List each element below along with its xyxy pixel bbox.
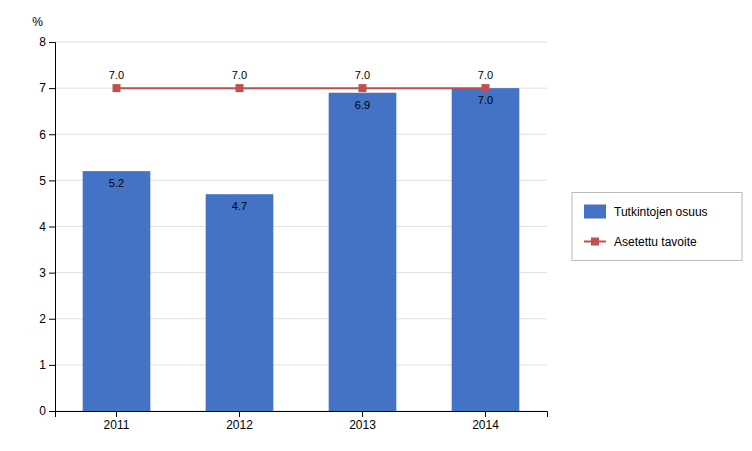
y-tick-label: 4 <box>39 220 46 234</box>
y-tick: 8 <box>39 35 55 49</box>
plot: 5.24.76.97.07.07.07.07.02011201220132014… <box>32 15 547 432</box>
x-tick: 2011 <box>104 411 130 432</box>
x-tick-label: 2013 <box>349 418 376 432</box>
x-axis: 2011 2012 2013 2014 <box>56 411 548 432</box>
bar <box>206 194 274 411</box>
grid-line <box>55 42 547 43</box>
y-tick-mark <box>49 88 55 89</box>
x-tick-label: 2012 <box>226 418 253 432</box>
x-tick: 2012 <box>226 411 253 432</box>
x-axis-line <box>56 412 548 418</box>
y-tick-label: 7 <box>39 81 46 95</box>
y-tick-mark <box>49 319 55 320</box>
y-axis: 0 1 2 3 4 5 6 7 8 <box>39 35 55 418</box>
y-tick-mark <box>49 273 55 274</box>
chart-svg: 5.24.76.97.07.07.07.07.02011201220132014… <box>0 0 752 451</box>
y-tick-label: 3 <box>39 266 46 280</box>
y-tick-label: 1 <box>39 358 46 372</box>
x-tick-mark <box>116 411 117 417</box>
y-tick-mark <box>49 180 55 181</box>
y-tick: 2 <box>39 312 55 326</box>
bar-label: 7.0 <box>478 94 493 106</box>
y-tick-label: 0 <box>39 404 46 418</box>
bar <box>83 171 151 411</box>
legend-frame <box>572 193 742 261</box>
x-tick: 2014 <box>472 411 499 432</box>
y-tick-label: 5 <box>39 174 46 188</box>
y-tick: 4 <box>39 220 55 234</box>
bar-label: 6.9 <box>355 99 370 111</box>
y-tick-label: 2 <box>39 312 46 326</box>
legend-label: Asetettu tavoite <box>614 235 697 249</box>
marker <box>113 84 121 92</box>
x-tick-label: 2014 <box>472 418 499 432</box>
legend-item: Asetettu tavoite <box>584 235 697 249</box>
y-tick-mark <box>49 227 55 228</box>
data-labels: 5.2 4.7 6.9 7.0 7.0 7.0 7.0 7.0 <box>109 69 493 212</box>
bar-label: 5.2 <box>109 177 124 189</box>
y-tick-mark <box>49 365 55 366</box>
legend: Tutkintojen osuus Asetettu tavoite <box>572 193 742 261</box>
x-tick-label: 2011 <box>104 418 130 432</box>
y-tick: 7 <box>39 81 55 95</box>
x-tick-mark <box>485 411 486 417</box>
y-tick-label: 6 <box>39 128 46 142</box>
y-tick: 1 <box>39 358 55 372</box>
legend-label: Tutkintojen osuus <box>614 205 708 219</box>
line-label: 7.0 <box>232 69 247 81</box>
y-tick: 5 <box>39 174 55 188</box>
bar-label: 4.7 <box>232 200 247 212</box>
y-axis-label: % <box>32 15 43 29</box>
y-tick-mark <box>49 411 55 412</box>
x-tick: 2013 <box>349 411 376 432</box>
grid-line <box>55 88 547 89</box>
marks <box>83 84 520 411</box>
line-label: 7.0 <box>478 69 493 81</box>
bar <box>329 93 397 411</box>
bar <box>452 88 520 411</box>
bar-series <box>83 88 520 411</box>
marker <box>236 84 244 92</box>
chart-container: 5.24.76.97.07.07.07.07.02011201220132014… <box>0 0 752 451</box>
x-tick-mark <box>362 411 363 417</box>
y-tick: 0 <box>39 404 55 418</box>
y-tick-mark <box>49 134 55 135</box>
line-label: 7.0 <box>355 69 370 81</box>
marker <box>359 84 367 92</box>
line-label: 7.0 <box>109 69 124 81</box>
x-tick-mark <box>239 411 240 417</box>
marker <box>482 84 490 92</box>
legend-item: Tutkintojen osuus <box>584 205 708 219</box>
y-tick: 3 <box>39 266 55 280</box>
y-tick: 6 <box>39 128 55 142</box>
y-axis-line <box>49 43 56 412</box>
y-tick-mark <box>49 42 55 43</box>
y-tick-label: 8 <box>39 35 46 49</box>
legend-marker <box>591 238 599 246</box>
line-series <box>113 84 490 92</box>
line <box>117 87 486 89</box>
legend-swatch <box>584 205 606 219</box>
grid <box>55 42 547 411</box>
